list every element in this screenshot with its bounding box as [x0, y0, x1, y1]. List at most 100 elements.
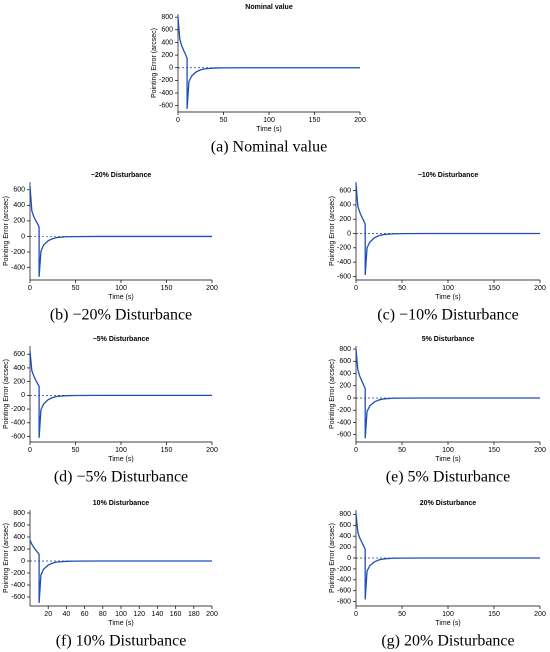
x-tick-label: 150	[161, 285, 173, 292]
y-tick-label: 400	[13, 534, 25, 541]
caption: (e) 5% Disturbance	[386, 469, 510, 486]
y-tick-label: -600	[337, 588, 351, 595]
x-tick-label: 150	[488, 611, 500, 618]
x-tick-label: 180	[188, 611, 200, 618]
x-tick-label: 0	[354, 447, 358, 454]
y-tick-label: -800	[337, 598, 351, 605]
chart-title: −10% Disturbance	[418, 172, 479, 179]
caption: (c) −10% Disturbance	[377, 307, 518, 324]
y-tick-label: -200	[159, 77, 173, 84]
x-tick-label: 50	[398, 447, 406, 454]
data-line	[29, 539, 212, 604]
x-tick-label: 80	[99, 611, 107, 618]
x-tick-label: 150	[161, 447, 173, 454]
y-tick-label: -400	[159, 90, 173, 97]
y-tick-label: 200	[339, 383, 351, 390]
y-axis-label: Pointing Error (arcsec)	[329, 523, 336, 593]
y-tick-label: 0	[169, 65, 173, 72]
y-tick-label: 800	[161, 14, 173, 21]
x-tick-label: 100	[115, 447, 127, 454]
y-tick-label: 400	[13, 202, 25, 209]
y-tick-label: 800	[339, 511, 351, 518]
x-tick-label: 150	[488, 447, 500, 454]
chart-title: −5% Disturbance	[93, 336, 150, 343]
x-tick-label: 200	[534, 285, 546, 292]
y-tick-label: 0	[21, 558, 25, 565]
x-tick-label: 200	[206, 611, 218, 618]
x-tick-label: 120	[133, 611, 145, 618]
x-tick-label: 100	[115, 611, 127, 618]
x-tick-label: 100	[263, 117, 275, 124]
y-tick-label: -200	[11, 570, 25, 577]
y-tick-label: 600	[13, 187, 25, 194]
x-tick-label: 100	[115, 285, 127, 292]
y-tick-label: 200	[339, 544, 351, 551]
y-tick-label: -200	[337, 407, 351, 414]
x-tick-label: 160	[170, 611, 182, 618]
x-tick-label: 50	[72, 447, 80, 454]
y-tick-label: 200	[13, 379, 25, 386]
caption: (b) −20% Disturbance	[50, 307, 192, 324]
y-tick-label: 0	[347, 230, 351, 237]
y-axis-label: Pointing Error (arcsec)	[3, 359, 10, 429]
y-tick-label: -400	[337, 259, 351, 266]
y-tick-label: 600	[13, 351, 25, 358]
y-tick-label: -600	[337, 273, 351, 280]
y-tick-label: -400	[11, 420, 25, 427]
y-tick-label: 400	[339, 533, 351, 540]
chart-title: 20% Disturbance	[420, 500, 477, 507]
y-tick-label: -200	[11, 406, 25, 413]
y-axis-label: Pointing Error (arcsec)	[329, 196, 336, 266]
data-line	[355, 183, 540, 276]
y-tick-label: 400	[13, 365, 25, 372]
y-tick-label: -200	[11, 249, 25, 256]
x-axis-label: Time (s)	[108, 456, 133, 463]
data-line	[355, 513, 540, 600]
y-tick-label: 400	[161, 39, 173, 46]
chart-title: 5% Disturbance	[422, 336, 475, 343]
y-tick-label: 200	[13, 218, 25, 225]
y-tick-label: 400	[339, 202, 351, 209]
x-tick-label: 50	[72, 285, 80, 292]
data-line	[355, 349, 540, 439]
chart-title: −20% Disturbance	[91, 172, 152, 179]
x-tick-label: 50	[220, 117, 228, 124]
x-tick-label: 200	[534, 611, 546, 618]
x-tick-label: 0	[28, 285, 32, 292]
x-tick-label: 0	[176, 117, 180, 124]
y-tick-label: 600	[161, 27, 173, 34]
caption: (f) 10% Disturbance	[56, 633, 187, 650]
x-tick-label: 200	[354, 117, 366, 124]
chart-title: Nominal value	[245, 4, 293, 11]
y-tick-label: -600	[337, 432, 351, 439]
x-tick-label: 60	[81, 611, 89, 618]
x-tick-label: 20	[44, 611, 52, 618]
y-tick-label: -400	[11, 264, 25, 271]
y-tick-label: 0	[21, 392, 25, 399]
data-line	[177, 17, 360, 109]
x-tick-label: 40	[63, 611, 71, 618]
y-axis-label: Pointing Error (arcsec)	[151, 28, 158, 98]
y-tick-label: 0	[347, 555, 351, 562]
y-tick-label: 600	[339, 358, 351, 365]
x-tick-label: 50	[398, 611, 406, 618]
y-tick-label: 600	[13, 522, 25, 529]
y-tick-label: 200	[339, 216, 351, 223]
y-tick-label: -200	[337, 566, 351, 573]
y-tick-label: 0	[21, 233, 25, 240]
x-axis-label: Time (s)	[108, 620, 133, 627]
x-axis-label: Time (s)	[108, 294, 133, 301]
y-tick-label: 600	[339, 522, 351, 529]
y-tick-label: -400	[337, 419, 351, 426]
x-tick-label: 150	[309, 117, 321, 124]
x-tick-label: 0	[354, 611, 358, 618]
x-tick-label: 140	[152, 611, 164, 618]
x-axis-label: Time (s)	[256, 126, 281, 133]
x-tick-label: 50	[398, 285, 406, 292]
x-tick-label: 200	[534, 447, 546, 454]
y-tick-label: 800	[13, 510, 25, 517]
caption: (a) Nominal value	[211, 139, 327, 156]
x-tick-label: 200	[206, 447, 218, 454]
